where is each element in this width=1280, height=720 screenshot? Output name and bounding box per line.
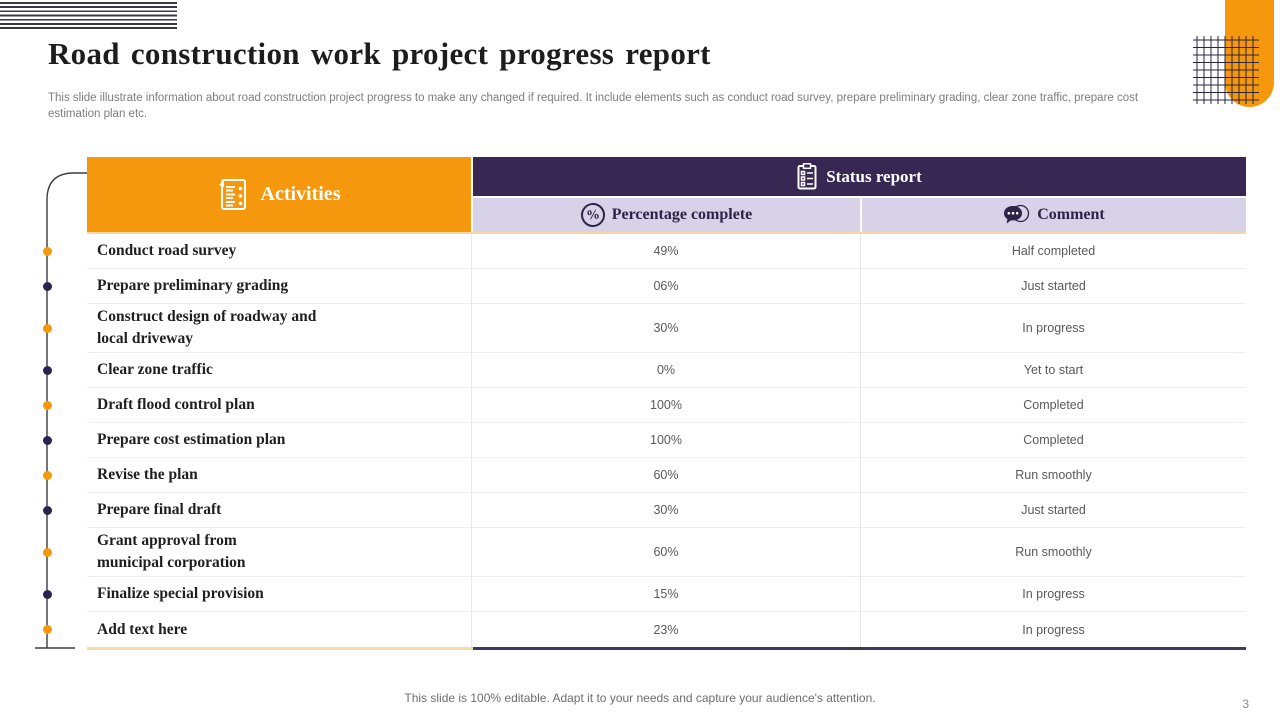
- comment-cell: In progress: [860, 612, 1246, 647]
- corner-orange-shape: [1225, 0, 1274, 107]
- comment-cell: Yet to start: [860, 353, 1246, 387]
- grid-pattern-decoration: [1193, 36, 1259, 104]
- table-row: Conduct road survey 49% Half completed: [43, 234, 1246, 269]
- notepad-list-icon: [218, 179, 246, 210]
- activity-cell: Finalize special provision: [97, 585, 264, 603]
- comment-cell: Just started: [860, 493, 1246, 527]
- table-row: Add text here 23% In progress: [43, 612, 1246, 647]
- activity-cell: Add text here: [97, 620, 188, 638]
- percentage-cell: 06%: [471, 269, 860, 303]
- timeline-dot: [43, 323, 52, 333]
- percentage-column-header: % Percentage complete: [473, 198, 860, 232]
- percent-circle-icon: %: [579, 201, 606, 229]
- table-row: Prepare cost estimation plan 100% Comple…: [43, 423, 1246, 458]
- decorative-lines: [0, 2, 177, 30]
- table-bottom-border: [87, 647, 1246, 650]
- timeline-dot: [43, 589, 52, 599]
- timeline-dot: [43, 281, 52, 291]
- table-row: Prepare preliminary grading 06% Just sta…: [43, 269, 1246, 304]
- comment-cell: Run smoothly: [860, 528, 1246, 576]
- timeline-dot: [43, 246, 52, 256]
- clipboard-checklist-icon: [797, 163, 817, 190]
- timeline-rail: [35, 172, 87, 649]
- chat-bubbles-icon: [1004, 204, 1030, 223]
- timeline-dot: [43, 625, 52, 634]
- table-row: Grant approval from municipal corporatio…: [43, 528, 1246, 577]
- page-title: Road construction work project progress …: [48, 36, 711, 71]
- timeline-dot: [43, 547, 52, 557]
- table-row: Prepare final draft 30% Just started: [43, 493, 1246, 528]
- table-row: Construct design of roadway and local dr…: [43, 304, 1246, 353]
- percentage-cell: 60%: [471, 528, 860, 576]
- percentage-cell: 100%: [471, 423, 860, 457]
- table-row: Draft flood control plan 100% Completed: [43, 388, 1246, 423]
- progress-table: Activities Status report: [43, 157, 1246, 650]
- comment-cell: Half completed: [860, 234, 1246, 268]
- activity-cell: Construct design of roadway and local dr…: [97, 308, 317, 347]
- editable-note: This slide is 100% editable. Adapt it to…: [404, 691, 876, 705]
- comment-cell: In progress: [860, 577, 1246, 611]
- status-report-header: Status report: [473, 157, 1246, 196]
- percentage-header-label: Percentage complete: [611, 206, 753, 223]
- table-row: Clear zone traffic 0% Yet to start: [43, 353, 1246, 388]
- activity-cell: Grant approval from municipal corporatio…: [97, 532, 246, 571]
- activities-header-label: Activities: [260, 183, 341, 205]
- comment-cell: Run smoothly: [860, 458, 1246, 492]
- activities-header: Activities: [87, 157, 471, 232]
- comment-column-header: Comment: [862, 198, 1246, 232]
- timeline-dot: [43, 470, 52, 480]
- sub-header-row: % Percentage complete Comment: [473, 198, 1246, 232]
- page-subtitle: This slide illustrate information about …: [48, 92, 1139, 120]
- activity-cell: Prepare preliminary grading: [97, 277, 289, 295]
- activity-cell: Clear zone traffic: [97, 361, 213, 379]
- percentage-cell: 30%: [471, 493, 860, 527]
- table-row: Finalize special provision 15% In progre…: [43, 577, 1246, 612]
- page-number: 3: [1242, 697, 1249, 711]
- table-row: Revise the plan 60% Run smoothly: [43, 458, 1246, 493]
- timeline-dot: [43, 365, 52, 375]
- activity-cell: Draft flood control plan: [97, 396, 255, 414]
- activity-cell: Conduct road survey: [97, 242, 237, 260]
- comment-cell: Completed: [860, 388, 1246, 422]
- percentage-cell: 0%: [471, 353, 860, 387]
- percentage-cell: 30%: [471, 304, 860, 352]
- status-report-section: Status report % Percentage complete: [473, 157, 1246, 232]
- percentage-cell: 15%: [471, 577, 860, 611]
- comment-header-label: Comment: [1037, 206, 1105, 223]
- timeline-dot: [43, 400, 52, 410]
- activity-cell: Revise the plan: [97, 466, 198, 484]
- table-body: Conduct road survey 49% Half completed P…: [43, 232, 1246, 647]
- timeline-dot: [43, 505, 52, 515]
- activity-cell: Prepare cost estimation plan: [97, 431, 286, 449]
- comment-cell: In progress: [860, 304, 1246, 352]
- percentage-cell: 49%: [471, 234, 860, 268]
- comment-cell: Completed: [860, 423, 1246, 457]
- percentage-cell: 60%: [471, 458, 860, 492]
- bottom-border-orange: [87, 647, 473, 650]
- comment-cell: Just started: [860, 269, 1246, 303]
- activity-cell: Prepare final draft: [97, 501, 222, 519]
- timeline-dot: [43, 435, 52, 445]
- percentage-cell: 100%: [471, 388, 860, 422]
- bottom-border-navy: [473, 647, 1246, 650]
- status-report-header-label: Status report: [826, 166, 922, 186]
- table-header: Activities Status report: [87, 157, 1246, 232]
- percentage-cell: 23%: [471, 612, 860, 647]
